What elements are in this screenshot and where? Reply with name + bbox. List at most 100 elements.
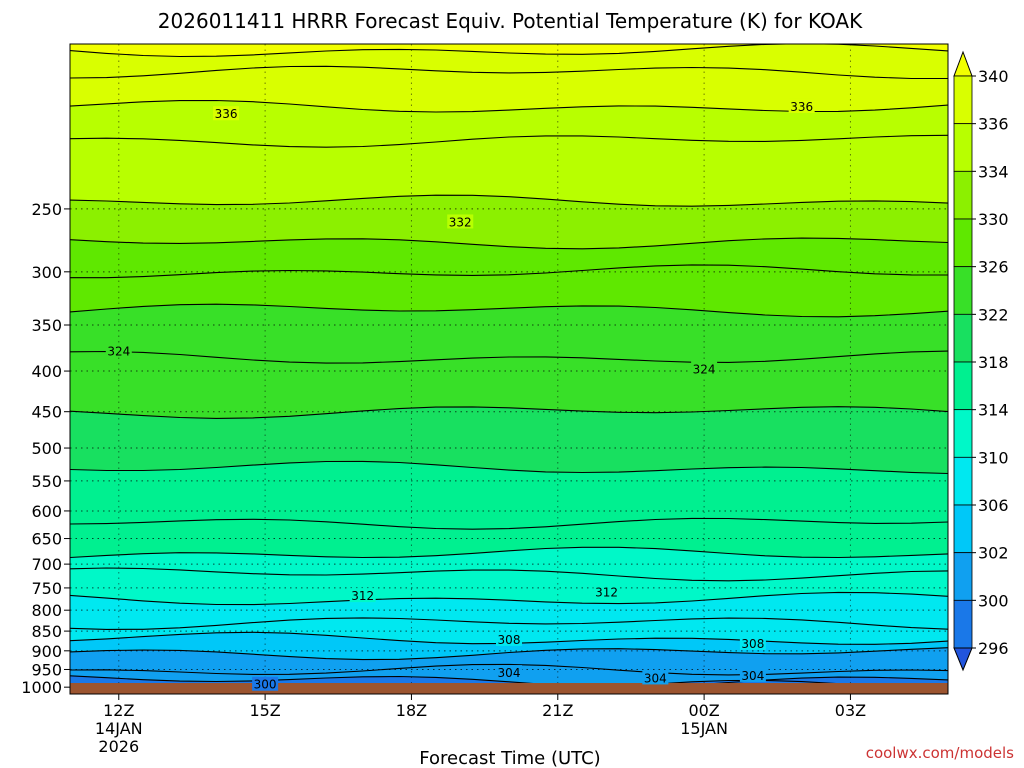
contour-label-text: 324 [107, 345, 130, 359]
contour-label-text: 308 [498, 633, 521, 647]
contour-label-text: 312 [351, 589, 374, 603]
chart-title: 2026011411 HRRR Forecast Equiv. Potentia… [158, 9, 863, 33]
y-axis: 2503003504004505005506006507007508008509… [21, 200, 70, 697]
contour-label-text: 336 [215, 107, 238, 121]
contour-label-bg [593, 584, 620, 599]
y-tick-label-850: 850 [31, 622, 62, 641]
colorbar-segment-2 [953, 170, 973, 220]
colorbar-segment-6 [953, 361, 973, 411]
contour-label-bg [739, 667, 766, 682]
x-tick-line: 12Z [103, 701, 134, 720]
x-tick-label-6: 18Z [396, 701, 427, 720]
colorbar-top-arrow [953, 50, 973, 77]
plot-frame [69, 43, 949, 695]
colorbar-segment-4 [953, 266, 973, 315]
contour-label-text: 312 [595, 585, 618, 599]
contour-label-text: 304 [741, 669, 764, 683]
y-tick-label-650: 650 [31, 530, 62, 549]
contour-label-336-0: 336 [213, 106, 240, 121]
colorbar-label-340: 340 [978, 67, 1009, 86]
y-tick-label-400: 400 [31, 362, 62, 381]
colorbar-label-306: 306 [978, 496, 1009, 515]
colorbar-label-300: 300 [978, 591, 1009, 610]
isopleth-306 [70, 647, 948, 661]
contour-label-text: 304 [644, 671, 667, 685]
isopleth-332 [70, 194, 948, 207]
contour-label-text: 308 [741, 637, 764, 651]
isopleth-340 [70, 44, 948, 58]
y-tick-label-300: 300 [31, 263, 62, 282]
contour-label-308-8: 308 [739, 635, 766, 651]
colorbar: 340 336 334 330 326 322 318 314 310 306 302 300 296 [953, 50, 1009, 672]
x-tick-label-0: 12Z 14JAN 2026 [95, 701, 143, 756]
isopleth-320 [70, 460, 948, 475]
isopleth-304 [70, 663, 948, 676]
contour-label-312-6: 312 [593, 584, 620, 599]
contour-label-bg [642, 670, 669, 685]
y-tick-label-550: 550 [31, 472, 62, 491]
contour-label-bg [788, 98, 815, 113]
x-tick-line: 14JAN [95, 719, 143, 738]
x-tick-line: 15JAN [680, 719, 728, 738]
contour-label-336-1: 336 [788, 98, 815, 114]
isopleth-302 [70, 675, 948, 688]
contour-label-text: 324 [693, 362, 716, 376]
contour-labels: 336 336 332 324 324 312 312 308 308 304 304 304 300 [105, 98, 815, 692]
contour-label-bg [252, 676, 279, 691]
contour-label-bg [496, 631, 522, 646]
contour-label-308-7: 308 [496, 631, 522, 647]
grid-lines [70, 44, 948, 694]
colorbar-segment-3 [953, 218, 973, 268]
x-tick-line: 15Z [249, 701, 280, 720]
surface-ground [70, 683, 948, 694]
isopleth-324 [70, 350, 948, 364]
isopleth-330 [70, 237, 948, 250]
contour-label-bg [691, 361, 718, 376]
x-tick-label-9: 21Z [542, 701, 573, 720]
x-tick-line: 03Z [835, 701, 866, 720]
colorbar-label-296: 296 [978, 639, 1009, 658]
colorbar-segment-5 [953, 313, 973, 363]
colorbar-label-336: 336 [978, 115, 1009, 134]
y-tick-label-500: 500 [31, 439, 62, 458]
isopleth-318 [70, 517, 948, 530]
x-axis: 12Z 14JAN 2026 15Z 18Z 21Z 00Z 15JAN 03Z [95, 694, 866, 756]
contour-label-text: 304 [498, 666, 521, 680]
y-tick-label-1000: 1000 [21, 678, 62, 697]
color-bands [70, 44, 948, 694]
contour-label-text: 300 [254, 678, 277, 692]
colorbar-segment-11 [953, 599, 973, 649]
y-tick-label-900: 900 [31, 642, 62, 661]
y-tick-label-250: 250 [31, 200, 62, 219]
contour-label-304-9: 304 [496, 665, 522, 680]
y-tick-label-700: 700 [31, 555, 62, 574]
colorbar-segment-8 [953, 456, 973, 506]
isopleth-338 [70, 65, 948, 80]
y-tick-label-350: 350 [31, 316, 62, 335]
y-tick-label-600: 600 [31, 502, 62, 521]
x-tick-line: 00Z [688, 701, 719, 720]
contour-label-312-5: 312 [349, 588, 376, 603]
colorbar-segment-0 [953, 75, 973, 125]
isopleth-334 [70, 134, 948, 148]
colorbar-label-302: 302 [978, 544, 1009, 563]
x-tick-label-12: 00Z 15JAN [680, 701, 728, 738]
colorbar-label-322: 322 [978, 305, 1009, 324]
isopleth-310 [70, 617, 948, 630]
isopleth-328 [70, 264, 948, 279]
contour-label-bg [447, 214, 474, 229]
x-tick-label-15: 03Z [835, 701, 866, 720]
colorbar-label-310: 310 [978, 448, 1009, 467]
contour-label-bg [739, 635, 766, 650]
isopleth-326 [70, 303, 948, 318]
credit-text: coolwx.com/models [866, 744, 1014, 762]
isopleth-316 [70, 546, 948, 559]
colorbar-segment-9 [953, 504, 973, 554]
colorbar-segment-1 [953, 123, 973, 172]
x-tick-line: 21Z [542, 701, 573, 720]
contour-label-324-4: 324 [691, 361, 718, 376]
colorbar-segment-7 [953, 409, 973, 458]
colorbar-label-314: 314 [978, 401, 1009, 420]
colorbar-label-318: 318 [978, 353, 1009, 372]
